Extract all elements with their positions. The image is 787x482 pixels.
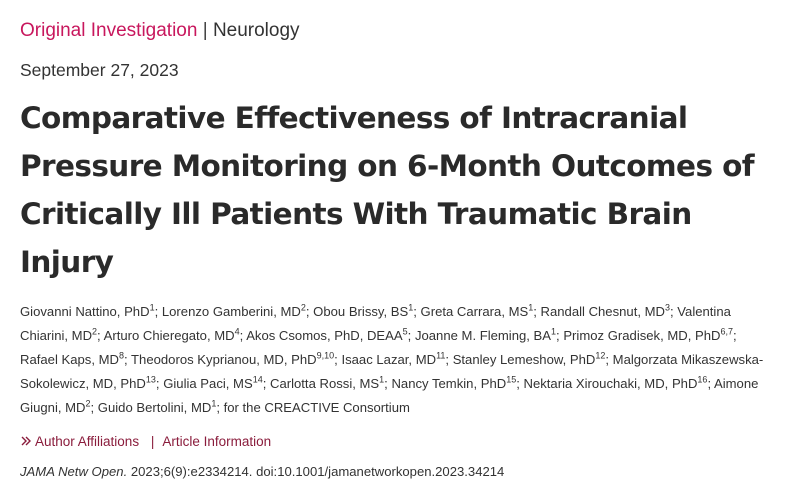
publication-date: September 27, 2023 [20,60,179,80]
author-affiliations-label: Author Affiliations [35,434,140,449]
author-name[interactable]: Nektaria Xirouchaki, MD, PhD16 [523,374,708,391]
affiliation-superscript: 6,7 [720,326,734,337]
author-list: Giovanni Nattino, PhD1; Lorenzo Gamberin… [20,302,764,415]
affiliation-superscript: 2 [85,398,91,409]
citation: JAMA Netw Open. 2023;6(9):e2334214. doi:… [20,462,775,482]
article-kicker: Original Investigation | Neurology [20,17,775,45]
author-name[interactable]: Theodoros Kyprianou, MD, PhD9,10 [131,350,335,367]
author-name-text: Arturo Chieregato, MD [103,328,235,343]
affiliation-superscript: 13 [145,374,156,385]
author-name[interactable]: Nancy Temkin, PhD15 [391,374,517,391]
author-name-text: Aimone Giugni, MD [20,376,759,415]
author-name-text: Carlotta Rossi, MS [270,376,380,391]
article-title: Comparative Effectiveness of Intracrania… [20,101,755,279]
author-name-text: Joanne M. Fleming, BA [414,328,552,343]
section-label[interactable]: Neurology [212,20,300,41]
double-chevron-right-icon [21,436,31,446]
author-name-text: Malgorzata Mikaszewska-Sokolewicz, MD, P… [20,352,764,391]
affiliation-superscript: 1 [149,302,155,313]
article-information-link[interactable]: Article Information [162,434,272,449]
affiliation-superscript: 14 [252,374,263,385]
citation-journal: JAMA Netw Open. [20,464,128,479]
author-name[interactable]: Giovanni Nattino, PhD1 [20,302,155,319]
citation-details: 2023;6(9):e2334214. doi:10.1001/jamanetw… [130,464,505,479]
author-name[interactable]: Isaac Lazar, MD11 [341,350,446,367]
author-name-text: Stanley Lemeshow, PhD [452,352,596,367]
author-name[interactable]: Aimone Giugni, MD2 [20,376,758,415]
author-name-text: Randall Chesnut, MD [540,304,665,319]
article-links: Author Affiliations | Article Information [20,432,775,452]
affiliation-superscript: 4 [234,326,240,337]
author-name[interactable]: Carlotta Rossi, MS1 [270,374,385,391]
affiliation-superscript: 1 [211,398,217,409]
author-name[interactable]: Obou Brissy, BS1 [313,302,414,319]
author-name[interactable]: Valentina Chiarini, MD2 [20,304,731,343]
author-name-text: Nancy Temkin, PhD [391,376,507,391]
author-name-text: Valentina Chiarini, MD [20,304,731,343]
affiliation-superscript: 1 [528,302,534,313]
author-name[interactable]: Rafael Kaps, MD8 [20,350,124,367]
author-name-text: Nektaria Xirouchaki, MD, PhD [523,376,698,391]
affiliation-superscript: 3 [664,302,670,313]
affiliation-superscript: 5 [402,326,408,337]
author-name-text: Theodoros Kyprianou, MD, PhD [131,352,317,367]
author-name[interactable]: Stanley Lemeshow, PhD12 [452,350,606,367]
kicker-separator: | [202,20,208,41]
affiliation-superscript: 1 [408,302,414,313]
author-name[interactable]: Primoz Gradisek, MD, PhD6,7 [563,326,734,343]
group-author[interactable]: for the CREACTIVE Consortium [223,400,410,415]
affiliation-superscript: 15 [506,374,517,385]
author-name-text: Lorenzo Gamberini, MD [161,304,301,319]
author-name[interactable]: Giulia Paci, MS14 [163,374,263,391]
author-name[interactable]: Greta Carrara, MS1 [420,302,534,319]
affiliation-superscript: 1 [379,374,385,385]
affiliation-superscript: 12 [595,350,606,361]
author-name-text: Rafael Kaps, MD [20,352,119,367]
author-name[interactable]: Lorenzo Gamberini, MD2 [161,302,306,319]
links-separator: | [150,434,155,449]
author-name[interactable]: Arturo Chieregato, MD4 [103,326,240,343]
author-name[interactable]: Joanne M. Fleming, BA1 [414,326,557,343]
author-name[interactable]: Akos Csomos, PhD, DEAA5 [246,326,408,343]
author-name-text: Giovanni Nattino, PhD [20,304,150,319]
author-name[interactable]: Guido Bertolini, MD1 [97,398,217,415]
author-name-text: Greta Carrara, MS [420,304,529,319]
affiliation-superscript: 16 [697,374,708,385]
author-name-text: Giulia Paci, MS [163,376,253,391]
author-name-text: Primoz Gradisek, MD, PhD [563,328,721,343]
author-name-text: Guido Bertolini, MD [97,400,212,415]
author-name[interactable]: Randall Chesnut, MD3 [540,302,670,319]
article-header: Original Investigation | Neurology Septe… [20,17,775,482]
author-name-text: Akos Csomos, PhD, DEAA [246,328,403,343]
author-name-text: Obou Brissy, BS [313,304,409,319]
affiliation-superscript: 9,10 [316,350,335,361]
author-name[interactable]: Malgorzata Mikaszewska-Sokolewicz, MD, P… [20,352,763,391]
affiliation-superscript: 11 [436,350,446,361]
affiliation-superscript: 2 [92,326,98,337]
author-name-text: Isaac Lazar, MD [341,352,437,367]
affiliation-superscript: 1 [551,326,557,337]
affiliation-superscript: 2 [300,302,306,313]
author-affiliations-link[interactable]: Author Affiliations [20,434,143,449]
article-type-label[interactable]: Original Investigation [20,20,198,41]
affiliation-superscript: 8 [118,350,124,361]
